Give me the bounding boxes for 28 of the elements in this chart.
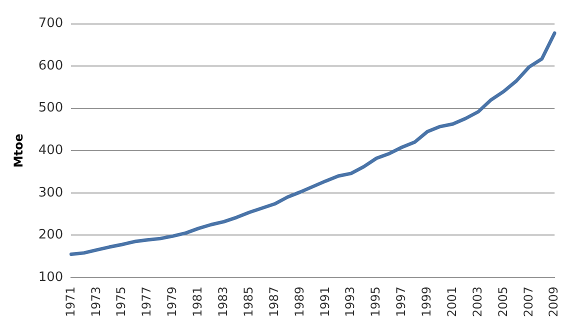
x-tick-label: 1989 <box>292 286 306 318</box>
x-tick-label: 1979 <box>165 286 180 318</box>
x-tick-label: 1981 <box>190 286 205 318</box>
x-tick-label: 2009 <box>546 286 561 318</box>
x-tick-label: 1985 <box>241 286 256 318</box>
y-tick-label: 400 <box>38 143 64 158</box>
y-tick-label: 300 <box>38 185 64 200</box>
y-tick-label: 100 <box>38 270 64 285</box>
x-tick-label: 1973 <box>88 286 103 318</box>
x-tick-label: 1995 <box>368 286 383 318</box>
y-tick-label: 600 <box>38 58 64 74</box>
x-tick-label: 2007 <box>521 286 536 318</box>
x-tick-label: 1997 <box>394 286 408 318</box>
x-tick-label: 2005 <box>496 286 510 318</box>
y-tick-label: 200 <box>38 228 64 243</box>
x-tick-label: 1983 <box>216 286 230 318</box>
y-tick-label: 700 <box>38 16 64 32</box>
x-tick-label: 1975 <box>114 286 128 318</box>
x-tick-label: 2003 <box>470 286 484 318</box>
x-tick-label: 1971 <box>63 286 78 318</box>
x-tick-label: 2001 <box>444 286 459 318</box>
y-axis-title: Mtoe <box>11 134 26 168</box>
x-tick-label: 1999 <box>420 286 434 318</box>
x-tick-label: 1987 <box>266 286 281 318</box>
x-tick-label: 1977 <box>140 286 154 318</box>
x-tick-label: 1993 <box>343 286 358 318</box>
y-tick-label: 500 <box>38 100 64 116</box>
x-tick-label: 1991 <box>318 286 332 318</box>
